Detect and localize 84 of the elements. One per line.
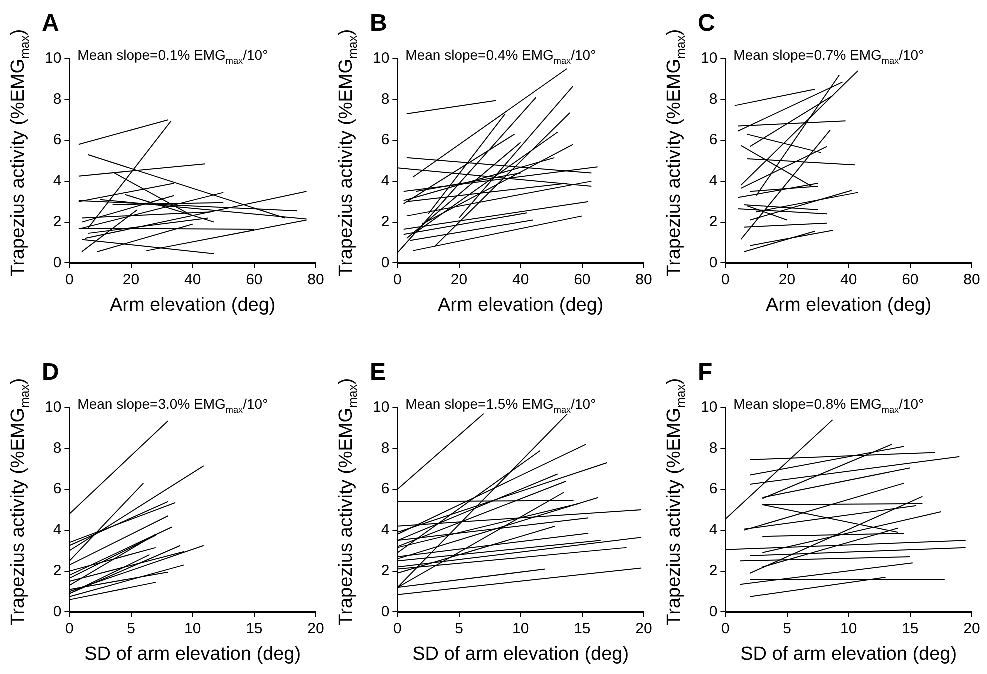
x-tick-label: 20 xyxy=(122,271,140,288)
x-tick-label: 15 xyxy=(246,620,263,638)
y-tick-label: 10 xyxy=(372,50,390,67)
x-axis-title: Arm elevation (deg) xyxy=(766,294,932,316)
y-tick-label: 8 xyxy=(381,440,390,457)
y-tick-label: 8 xyxy=(709,440,718,457)
chart-title: A xyxy=(42,10,60,38)
y-tick-label: 0 xyxy=(381,254,390,272)
y-tick-label: 6 xyxy=(709,132,718,149)
y-tick-label: 8 xyxy=(53,440,62,457)
y-tick-label: 6 xyxy=(709,480,718,498)
chart-title: F xyxy=(698,359,713,386)
x-tick-label: 5 xyxy=(783,620,792,638)
y-tick-label: 4 xyxy=(53,522,62,539)
y-tick-label: 0 xyxy=(381,603,390,620)
y-tick-label: 4 xyxy=(381,172,390,190)
x-axis-title: SD of arm elevation (deg) xyxy=(412,644,630,665)
chart-title: E xyxy=(370,359,386,386)
annotation: Mean slope=0.8% EMG$_{max}$/10° xyxy=(734,396,924,415)
x-tick-label: 5 xyxy=(127,620,136,638)
y-tick-label: 0 xyxy=(709,603,718,620)
x-tick-label: 20 xyxy=(778,271,796,288)
annotation: Mean slope=3.0% EMG$_{max}$/10° xyxy=(78,396,268,415)
y-tick-label: 2 xyxy=(53,562,62,580)
y-tick-label: 2 xyxy=(53,213,62,230)
x-tick-label: 20 xyxy=(636,620,652,638)
x-tick-label: 40 xyxy=(184,271,202,288)
y-tick-label: 6 xyxy=(53,480,62,498)
x-tick-label: 40 xyxy=(512,271,530,288)
x-tick-label: 10 xyxy=(512,620,530,638)
x-tick-label: 40 xyxy=(840,271,858,288)
chart-title: D xyxy=(42,359,60,386)
x-tick-label: 60 xyxy=(574,271,591,288)
chart-title: C xyxy=(698,10,716,38)
x-tick-label: 0 xyxy=(66,620,74,638)
x-axis-title: SD of arm elevation (deg) xyxy=(84,644,302,665)
y-tick-label: 4 xyxy=(381,522,390,539)
x-tick-label: 10 xyxy=(184,620,202,638)
x-tick-label: 0 xyxy=(394,271,402,288)
x-tick-label: 20 xyxy=(308,620,324,638)
x-tick-label: 80 xyxy=(964,271,980,288)
x-tick-label: 0 xyxy=(394,620,402,638)
annotation: Mean slope=0.7% EMG$_{max}$/10° xyxy=(734,46,924,66)
y-tick-label: 8 xyxy=(53,90,62,108)
y-tick-label: 2 xyxy=(381,213,390,230)
chart-title: B xyxy=(370,10,388,38)
y-tick-label: 2 xyxy=(381,562,390,580)
y-tick-label: 8 xyxy=(709,90,718,108)
y-tick-label: 6 xyxy=(53,132,62,149)
annotation: Mean slope=0.4% EMG$_{max}$/10° xyxy=(406,46,596,66)
y-tick-label: 10 xyxy=(44,398,62,416)
y-tick-label: 4 xyxy=(53,172,62,190)
x-tick-label: 0 xyxy=(722,620,730,638)
y-tick-label: 10 xyxy=(44,50,62,67)
x-axis-title: Arm elevation (deg) xyxy=(110,294,276,316)
x-tick-label: 20 xyxy=(450,271,468,288)
x-tick-label: 80 xyxy=(308,271,324,288)
x-tick-label: 80 xyxy=(636,271,652,288)
y-tick-label: 6 xyxy=(381,132,390,149)
y-tick-label: 0 xyxy=(53,254,62,272)
x-tick-label: 10 xyxy=(840,620,858,638)
y-tick-label: 0 xyxy=(53,603,62,620)
y-tick-label: 4 xyxy=(709,522,718,539)
x-tick-label: 15 xyxy=(902,620,919,638)
y-tick-label: 4 xyxy=(709,172,718,190)
y-tick-label: 2 xyxy=(709,562,718,580)
x-tick-label: 20 xyxy=(964,620,980,638)
y-tick-label: 2 xyxy=(709,213,718,230)
annotation: Mean slope=0.1% EMG$_{max}$/10° xyxy=(78,46,268,66)
y-tick-label: 8 xyxy=(381,90,390,108)
x-axis-title: SD of arm elevation (deg) xyxy=(740,644,958,665)
x-tick-label: 60 xyxy=(902,271,919,288)
x-tick-label: 15 xyxy=(574,620,591,638)
y-tick-label: 6 xyxy=(381,480,390,498)
y-tick-label: 10 xyxy=(700,50,718,67)
x-tick-label: 0 xyxy=(66,271,74,288)
x-tick-label: 0 xyxy=(722,271,730,288)
x-axis-title: Arm elevation (deg) xyxy=(438,294,604,316)
x-tick-label: 5 xyxy=(455,620,464,638)
y-tick-label: 0 xyxy=(709,254,718,272)
y-tick-label: 10 xyxy=(700,398,718,416)
x-tick-label: 60 xyxy=(246,271,263,288)
annotation: Mean slope=1.5% EMG$_{max}$/10° xyxy=(406,396,596,415)
y-tick-label: 10 xyxy=(372,398,390,416)
